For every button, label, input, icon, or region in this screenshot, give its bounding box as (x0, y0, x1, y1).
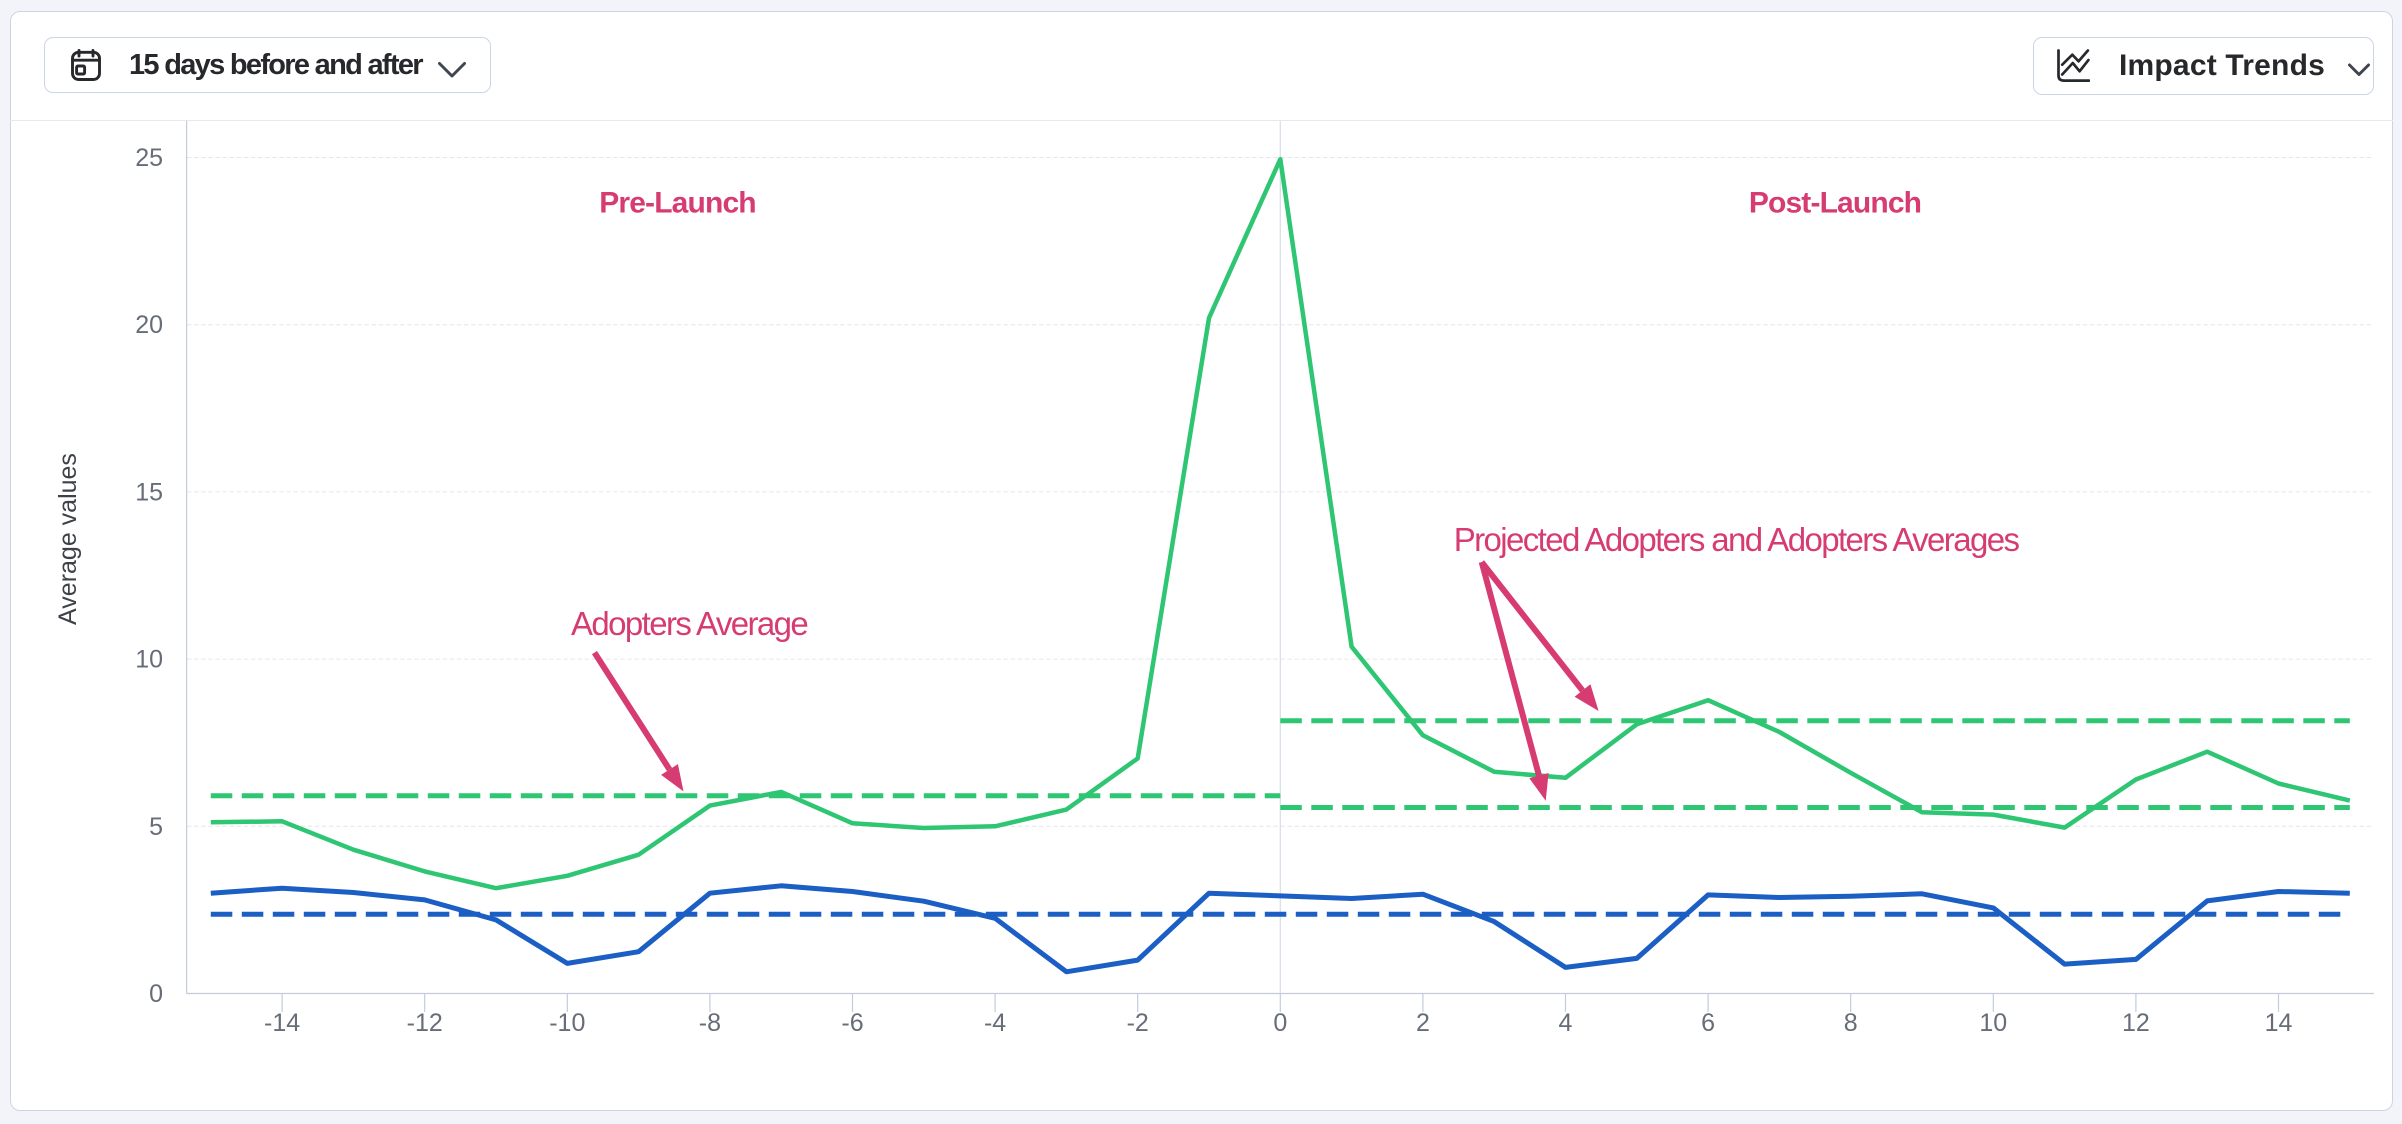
svg-text:10: 10 (1979, 1009, 2007, 1037)
svg-text:-2: -2 (1127, 1009, 1149, 1037)
svg-text:-4: -4 (984, 1009, 1006, 1037)
svg-text:8: 8 (1844, 1009, 1858, 1037)
svg-text:-14: -14 (264, 1009, 300, 1037)
svg-text:12: 12 (2122, 1009, 2150, 1037)
svg-text:10: 10 (135, 646, 163, 674)
svg-text:0: 0 (149, 980, 163, 1008)
svg-text:-10: -10 (549, 1009, 585, 1037)
svg-text:2: 2 (1416, 1009, 1430, 1037)
svg-text:20: 20 (135, 311, 163, 339)
svg-text:6: 6 (1701, 1009, 1715, 1037)
svg-text:4: 4 (1559, 1009, 1573, 1037)
svg-text:-6: -6 (841, 1009, 863, 1037)
svg-text:Pre-Launch: Pre-Launch (599, 187, 756, 220)
svg-text:15: 15 (135, 478, 163, 506)
svg-text:Projected Adopters and Adopter: Projected Adopters and Adopters Averages (1454, 521, 2020, 558)
svg-text:Adopters Average: Adopters Average (571, 605, 807, 642)
svg-text:-8: -8 (699, 1009, 721, 1037)
svg-text:0: 0 (1273, 1009, 1287, 1037)
svg-text:5: 5 (149, 813, 163, 841)
svg-text:Post-Launch: Post-Launch (1749, 187, 1921, 220)
svg-text:25: 25 (135, 144, 163, 172)
svg-text:-12: -12 (407, 1009, 443, 1037)
svg-text:Average values: Average values (54, 453, 82, 625)
svg-text:14: 14 (2265, 1009, 2293, 1037)
